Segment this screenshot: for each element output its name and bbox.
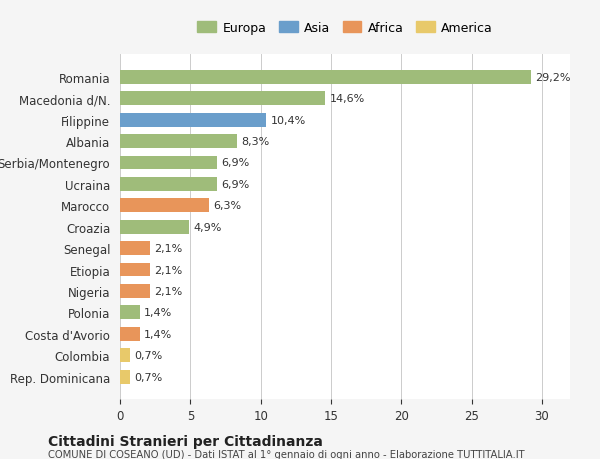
Bar xyxy=(120,370,130,384)
Text: 2,1%: 2,1% xyxy=(154,265,182,275)
Bar xyxy=(120,263,149,277)
Text: 29,2%: 29,2% xyxy=(535,73,571,83)
Bar xyxy=(120,348,130,362)
Text: 1,4%: 1,4% xyxy=(144,329,172,339)
Text: 0,7%: 0,7% xyxy=(134,350,163,360)
Text: Cittadini Stranieri per Cittadinanza: Cittadini Stranieri per Cittadinanza xyxy=(48,434,323,448)
Bar xyxy=(120,71,530,84)
Text: 6,9%: 6,9% xyxy=(221,158,250,168)
Text: 14,6%: 14,6% xyxy=(329,94,365,104)
Bar xyxy=(120,156,217,170)
Bar xyxy=(120,92,325,106)
Bar xyxy=(120,327,140,341)
Text: 4,9%: 4,9% xyxy=(193,222,221,232)
Bar xyxy=(120,113,266,127)
Text: 6,9%: 6,9% xyxy=(221,179,250,190)
Bar xyxy=(120,306,140,319)
Bar xyxy=(120,284,149,298)
Bar xyxy=(120,220,189,234)
Text: 0,7%: 0,7% xyxy=(134,372,163,382)
Bar xyxy=(120,241,149,256)
Text: 2,1%: 2,1% xyxy=(154,244,182,253)
Text: COMUNE DI COSEANO (UD) - Dati ISTAT al 1° gennaio di ogni anno - Elaborazione TU: COMUNE DI COSEANO (UD) - Dati ISTAT al 1… xyxy=(48,449,524,459)
Text: 6,3%: 6,3% xyxy=(213,201,241,211)
Legend: Europa, Asia, Africa, America: Europa, Asia, Africa, America xyxy=(193,17,497,39)
Bar xyxy=(120,135,237,149)
Bar xyxy=(120,199,209,213)
Bar xyxy=(120,178,217,191)
Text: 1,4%: 1,4% xyxy=(144,308,172,318)
Text: 2,1%: 2,1% xyxy=(154,286,182,296)
Text: 10,4%: 10,4% xyxy=(271,115,306,125)
Text: 8,3%: 8,3% xyxy=(241,137,269,147)
